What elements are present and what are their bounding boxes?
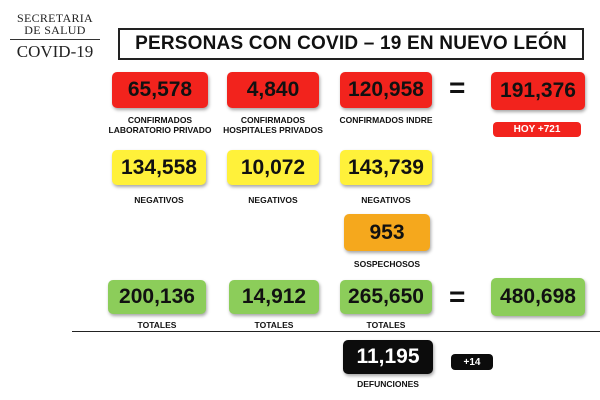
negativos-indre-label: NEGATIVOS	[361, 195, 411, 205]
totales-indre-box: 265,650	[340, 280, 432, 314]
totales-hospitales-box: 14,912	[229, 280, 319, 314]
defunciones-label: DEFUNCIONES	[357, 379, 419, 389]
logo-line-covid: COVID-19	[16, 42, 94, 61]
section-divider	[72, 331, 600, 332]
sospechosos-label: SOSPECHOSOS	[353, 259, 421, 269]
totales-indre-label: TOTALES	[366, 320, 406, 330]
negativos-hospitales-label: NEGATIVOS	[248, 195, 298, 205]
secretaria-salud-logo: SECRETARIA DE SALUD COVID-19	[6, 12, 104, 61]
confirmados-indre-label: CONFIRMADOS INDRE	[339, 115, 433, 125]
confirmados-privado-label-line1: CONFIRMADOS	[127, 115, 193, 125]
negativos-indre-box: 143,739	[340, 150, 432, 185]
negativos-privado-box: 134,558	[112, 150, 206, 185]
logo-divider	[10, 39, 100, 40]
confirmados-privado-label: CONFIRMADOS LABORATORIO PRIVADO	[97, 115, 223, 135]
confirmados-hospitales-label: CONFIRMADOS HOSPITALES PRIVADOS	[211, 115, 335, 135]
confirmados-hospitales-label-line1: CONFIRMADOS	[240, 115, 306, 125]
confirmados-hospitales-label-line2: HOSPITALES PRIVADOS	[223, 125, 323, 135]
confirmados-privado-label-line2: LABORATORIO PRIVADO	[108, 125, 212, 135]
confirmados-privado-box: 65,578	[112, 72, 208, 108]
hoy-badge: HOY +721	[493, 122, 581, 137]
logo-line-secretaria: SECRETARIA	[16, 11, 94, 25]
logo-line-de-salud: DE SALUD	[24, 23, 86, 37]
totales-hospitales-label: TOTALES	[254, 320, 294, 330]
negativos-privado-label: NEGATIVOS	[134, 195, 184, 205]
equals-sign-totales: =	[449, 281, 466, 312]
confirmados-total-box: 191,376	[491, 72, 585, 110]
sospechosos-box: 953	[344, 214, 430, 251]
defunciones-box: 11,195	[343, 340, 433, 374]
equals-sign-confirmados: =	[449, 72, 466, 103]
defunciones-delta-badge: +14	[451, 354, 493, 370]
totales-privado-label: TOTALES	[137, 320, 177, 330]
totales-privado-box: 200,136	[108, 280, 206, 314]
page-title: PERSONAS CON COVID – 19 EN NUEVO LEÓN	[118, 28, 584, 60]
negativos-hospitales-box: 10,072	[227, 150, 319, 185]
confirmados-indre-box: 120,958	[340, 72, 432, 108]
confirmados-hospitales-box: 4,840	[227, 72, 319, 108]
gran-total-box: 480,698	[491, 278, 585, 316]
